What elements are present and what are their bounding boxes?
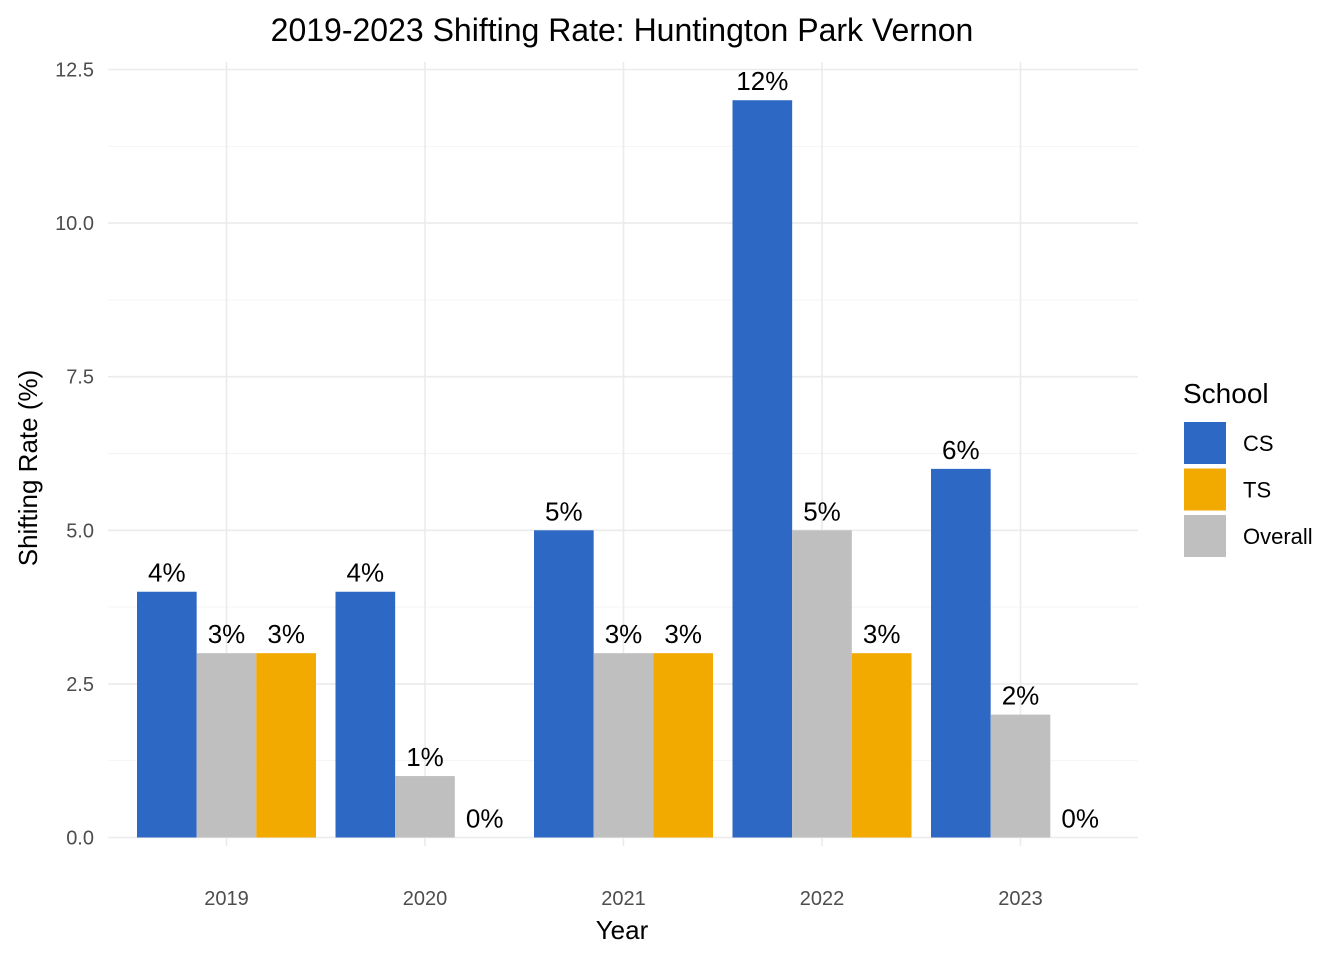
bar-label-ts-2020: 0% [466,804,504,834]
bar-ts-2019 [256,653,316,838]
x-axis-ticks: 2019 2020 2021 2022 2023 [204,888,1043,910]
bar-label-overall-2021: 3% [605,619,643,649]
chart-title: 2019-2023 Shifting Rate: Huntington Park… [271,12,974,48]
legend-title: School [1183,378,1269,409]
bar-label-cs-2022: 12% [736,66,788,96]
x-tick-label: 2023 [998,888,1043,910]
bar-cs-2022 [732,100,793,838]
bar-cs-2020 [335,591,396,838]
bar-label-cs-2023: 6% [942,435,980,465]
bars [137,100,1051,838]
bar-label-cs-2021: 5% [545,496,583,526]
y-tick-label: 12.5 [55,60,94,82]
bar-overall-2022 [792,530,852,838]
bar-label-overall-2020: 1% [406,742,444,772]
bar-ts-2022 [851,653,912,838]
y-tick-label: 0.0 [66,828,94,850]
bar-cs-2021 [534,530,594,838]
bar-label-ts-2022: 3% [863,619,901,649]
y-axis-ticks: 0.0 2.5 5.0 7.5 10.0 12.5 [55,60,94,850]
y-tick-label: 7.5 [66,367,94,389]
y-axis-title: Shifting Rate (%) [13,370,43,567]
y-tick-label: 5.0 [66,520,94,542]
y-tick-label: 10.0 [55,213,94,235]
bar-labels: 4% 4% 5% 12% 6% 3% 1% 3% 5% 2% 3% 0% 3% 3% 0% [148,66,1099,833]
x-axis-title: Year [596,915,649,945]
bar-overall-2021 [593,653,654,838]
bar-label-cs-2020: 4% [347,558,385,588]
bar-label-ts-2019: 3% [267,619,305,649]
bar-cs-2019 [137,591,197,838]
legend-key-cs [1184,422,1226,464]
x-tick-label: 2020 [403,888,448,910]
legend-label-ts: TS [1243,478,1271,503]
y-tick-label: 2.5 [66,674,94,696]
bar-label-overall-2022: 5% [803,496,841,526]
bar-label-cs-2019: 4% [148,558,186,588]
bar-label-ts-2023: 0% [1061,804,1099,834]
x-tick-label: 2021 [601,888,646,910]
bar-cs-2023 [931,468,991,838]
bar-label-overall-2019: 3% [208,619,246,649]
x-tick-label: 2022 [800,888,845,910]
legend-key-overall [1184,515,1226,557]
bar-label-ts-2021: 3% [664,619,702,649]
legend: School CS TS Overall [1183,378,1313,557]
bar-overall-2023 [990,714,1051,838]
x-tick-label: 2019 [204,888,249,910]
legend-key-ts [1184,468,1226,511]
legend-label-cs: CS [1243,431,1274,456]
bar-label-overall-2023: 2% [1002,681,1040,711]
bar-ts-2021 [653,653,713,838]
legend-label-overall: Overall [1243,524,1313,549]
bar-overall-2019 [196,653,257,838]
bar-overall-2020 [395,776,455,838]
